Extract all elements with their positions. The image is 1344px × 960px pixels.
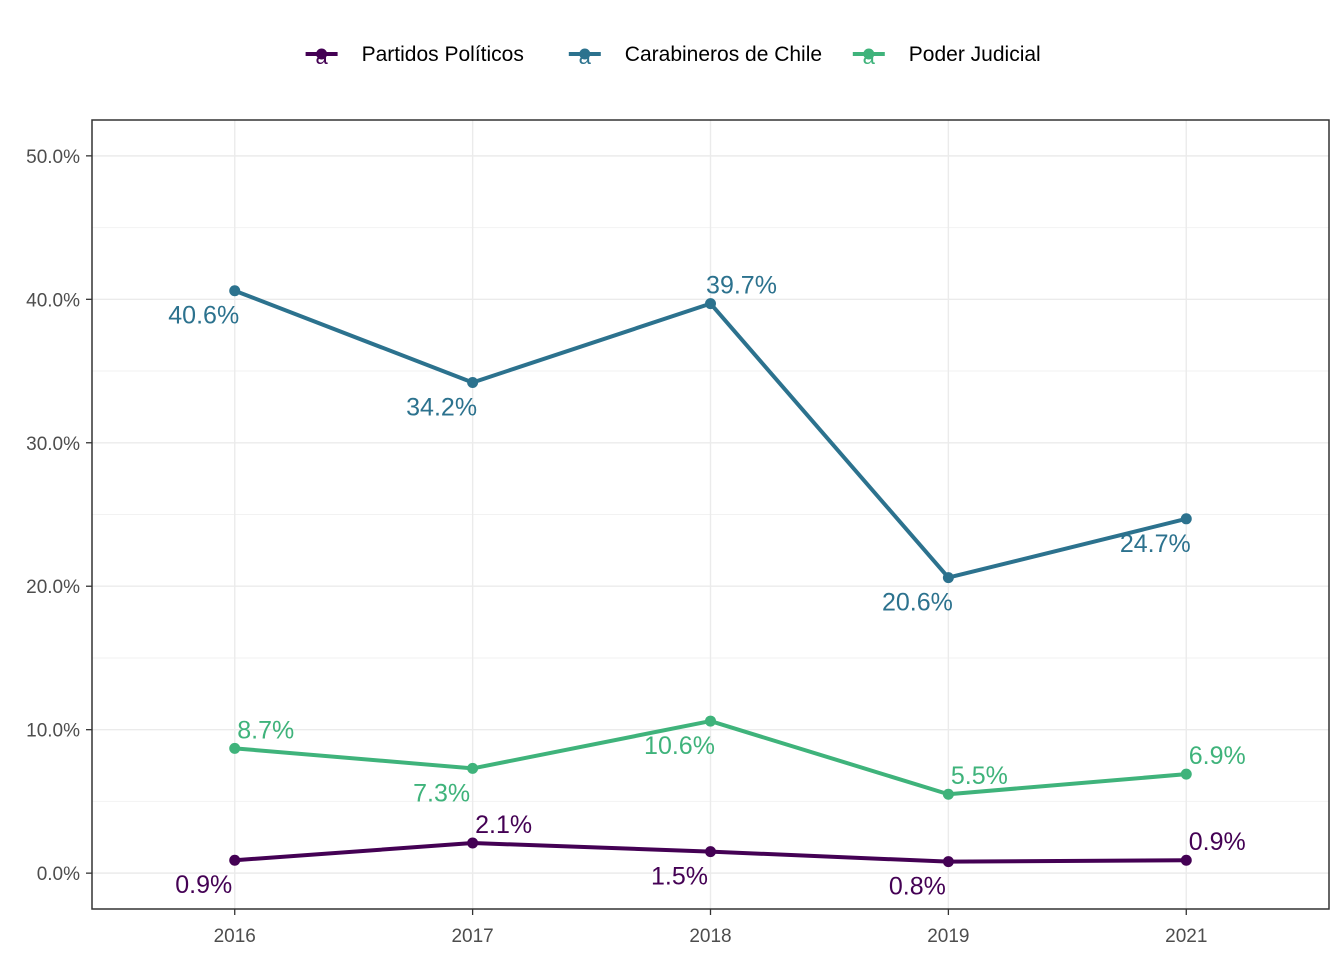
data-label: 0.8% — [889, 873, 946, 901]
data-label: 0.9% — [1189, 828, 1246, 856]
data-label: 1.5% — [651, 863, 708, 891]
legend-key-glyph: a — [863, 44, 876, 69]
x-tick-label: 2017 — [451, 926, 493, 947]
data-point — [705, 715, 716, 727]
y-tick-label: 0.0% — [37, 864, 80, 885]
data-point — [942, 572, 954, 584]
legend-key-point — [316, 48, 328, 60]
y-tick-label: 40.0% — [26, 290, 80, 311]
data-label: 40.6% — [168, 302, 239, 330]
legend-label: Carabineros de Chile — [625, 43, 822, 66]
data-point — [467, 377, 479, 389]
y-tick-label: 50.0% — [26, 147, 80, 168]
y-axis: 0.0% 10.0% 20.0% 30.0% 40.0% 50.0% — [26, 147, 92, 885]
legend-label: Poder Judicial — [909, 43, 1041, 66]
data-label: 0.9% — [175, 871, 232, 899]
data-label: 2.1% — [475, 811, 532, 839]
series-layer — [229, 285, 1192, 868]
data-point — [467, 762, 479, 774]
legend-key-glyph: a — [315, 44, 328, 69]
data-point — [229, 854, 241, 866]
legend-key-glyph: a — [579, 44, 592, 69]
y-tick-label: 10.0% — [26, 721, 80, 742]
data-point — [942, 788, 954, 800]
data-point — [705, 298, 716, 310]
data-labels: 0.9% 2.1% 1.5% 0.8% 0.9% 40.6% 34.2% 39.7% 20.6%… — [168, 272, 1245, 901]
data-label: 39.7% — [706, 272, 777, 300]
legend-key-point — [579, 48, 591, 60]
data-point — [1180, 513, 1192, 525]
data-label: 10.6% — [644, 732, 715, 760]
data-point — [1180, 768, 1192, 780]
data-label: 24.7% — [1120, 530, 1191, 558]
x-tick-label: 2019 — [927, 926, 969, 947]
data-point — [1180, 854, 1192, 866]
data-label: 34.2% — [406, 394, 477, 422]
data-point — [467, 837, 479, 849]
data-point — [229, 285, 241, 297]
x-tick-label: 2021 — [1165, 926, 1207, 947]
data-label: 20.6% — [882, 589, 953, 617]
legend-label: Partidos Políticos — [362, 43, 524, 66]
y-tick-label: 20.0% — [26, 577, 80, 598]
data-label: 5.5% — [951, 762, 1008, 790]
x-axis: 2016 2017 2018 2019 2021 — [214, 909, 1207, 947]
data-label: 8.7% — [237, 716, 294, 744]
data-point — [705, 846, 716, 858]
data-point — [229, 742, 241, 754]
data-label: 6.9% — [1189, 742, 1246, 770]
x-tick-label: 2018 — [689, 926, 731, 947]
legend-key-point — [863, 48, 875, 60]
data-point — [942, 856, 954, 868]
data-label: 7.3% — [413, 779, 470, 807]
x-tick-label: 2016 — [214, 926, 256, 947]
y-tick-label: 30.0% — [26, 434, 80, 455]
legend: a Partidos Políticos a Carabineros de Chile… — [305, 43, 1041, 69]
